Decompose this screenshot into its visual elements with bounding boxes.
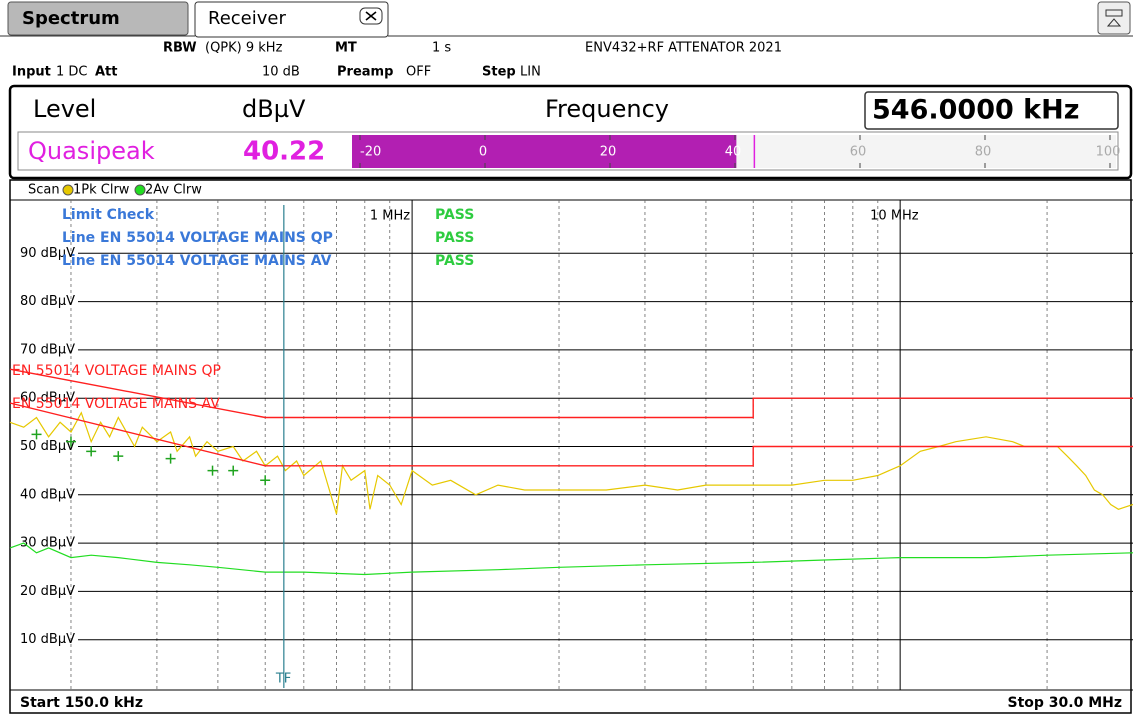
info-value: OFF [406, 65, 431, 80]
limit-check-label: Line EN 55014 VOLTAGE MAINS QP [62, 230, 333, 246]
level-tick-label: 40 [725, 145, 742, 160]
final-point [228, 465, 239, 476]
final-point [207, 465, 218, 476]
info-value: 10 dB [262, 65, 300, 80]
limit-line-label: EN 55014 VOLTAGE MAINS QP [12, 363, 221, 379]
x-tick-label: 10 MHz [870, 209, 919, 224]
close-icon [365, 11, 377, 21]
legend-title: Scan [28, 183, 60, 198]
info-value: LIN [520, 65, 541, 80]
y-tick-label: 80 dBµV [20, 294, 75, 309]
final-point [31, 429, 42, 440]
limit-check-label: Limit Check [62, 207, 155, 223]
info-label: MT [335, 41, 357, 56]
menu-button[interactable] [1097, 1, 1131, 35]
final-point [65, 436, 76, 447]
y-tick-label: 50 dBµV [20, 439, 75, 454]
limit-check-result: PASS [435, 230, 474, 246]
tab-label: Spectrum [22, 8, 120, 29]
menu-icon [1105, 9, 1123, 27]
limit-check-label: Line EN 55014 VOLTAGE MAINS AV [62, 253, 332, 269]
trace [9, 542, 1133, 576]
info-label: Step [482, 65, 516, 80]
x-tick-label: 1 MHz [370, 209, 410, 224]
y-tick-label: 70 dBµV [20, 342, 75, 357]
trace [9, 411, 1133, 515]
frequency-value: 546.0000 kHz [872, 95, 1079, 126]
limit-line-label: EN 55014 VOLTAGE MAINS AV [12, 396, 220, 412]
level-tick-label: 80 [975, 145, 992, 160]
start-label: Start 150.0 kHz [20, 695, 143, 711]
info-value: ENV432+RF ATTENATOR 2021 [585, 41, 782, 56]
receiver-tab[interactable] [194, 1, 389, 38]
stop-label: Stop 30.0 MHz [1007, 695, 1122, 711]
limit-check-result: PASS [435, 253, 474, 269]
info-label: Preamp [337, 65, 393, 80]
level-tick-label: 100 [1096, 145, 1121, 160]
legend-label: 2Av Clrw [145, 183, 202, 198]
y-tick-label: 90 dBµV [20, 246, 75, 261]
limit-line [9, 368, 1133, 419]
limit-line [9, 402, 1133, 467]
y-tick-label: 40 dBµV [20, 487, 75, 502]
frequency-label: Frequency [545, 95, 669, 123]
level-value: 40.22 [243, 137, 325, 167]
y-tick-label: 10 dBµV [20, 632, 75, 647]
info-value: (QPK) 9 kHz [205, 41, 283, 56]
tab-label: Receiver [208, 8, 286, 29]
level-tick-label: 20 [600, 145, 617, 160]
info-label: Input [12, 65, 51, 80]
info-value: 1 DC [56, 65, 88, 80]
frequency-box [864, 91, 1119, 130]
final-point [113, 451, 124, 462]
info-label: RBW [163, 41, 197, 56]
level-label: Level [33, 95, 96, 123]
y-tick-label: 60 dBµV [20, 391, 75, 406]
level-tick-label: -20 [360, 145, 381, 160]
final-point [86, 446, 97, 457]
legend-marker [134, 184, 146, 196]
spectrum-tab[interactable] [7, 1, 189, 36]
level-tick-label: 60 [850, 145, 867, 160]
info-label: Att [95, 65, 118, 80]
info-value: 1 s [432, 41, 451, 56]
level-tick-label: 0 [479, 145, 487, 160]
y-tick-label: 30 dBµV [20, 536, 75, 551]
legend-marker [62, 184, 74, 196]
level-bar [352, 135, 737, 168]
final-point [165, 453, 176, 464]
tf-label: TF [275, 672, 291, 687]
y-tick-label: 20 dBµV [20, 584, 75, 599]
level-unit: dBµV [242, 95, 306, 123]
legend-label: 1Pk Clrw [73, 183, 130, 198]
detector: Quasipeak [28, 137, 155, 165]
final-point [260, 475, 271, 486]
limit-check-result: PASS [435, 207, 474, 223]
